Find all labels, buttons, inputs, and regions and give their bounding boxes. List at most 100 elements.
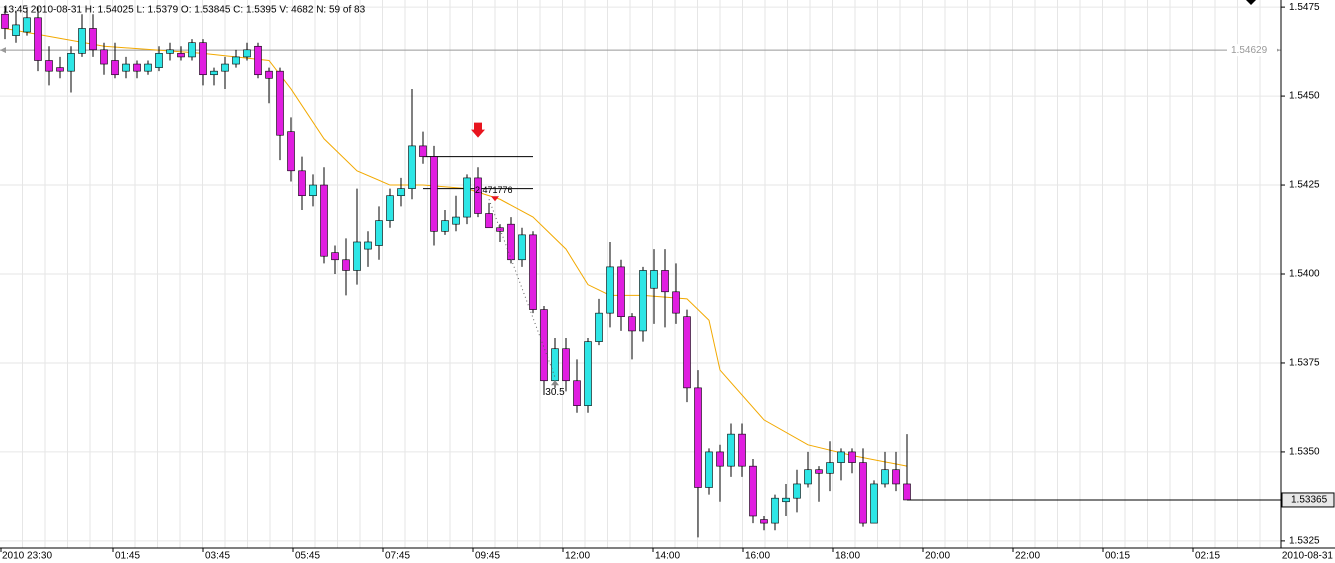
candle-body: [78, 28, 86, 54]
candle-body: [364, 241, 372, 250]
x-tick-label: 00:15: [1105, 551, 1130, 562]
x-tick-label: 02:15: [1195, 551, 1220, 562]
level-arrow: [0, 47, 6, 54]
candle-body: [606, 266, 614, 314]
candle-body: [639, 270, 647, 332]
candle-body: [573, 380, 581, 406]
candle-body: [837, 451, 845, 463]
candle-body: [111, 60, 119, 76]
candle-body: [309, 184, 317, 197]
candle-body: [771, 497, 779, 524]
x-tick-label: 12:00: [565, 551, 590, 562]
candle-body: [716, 451, 724, 467]
candle-body: [826, 462, 834, 474]
candle-body: [903, 483, 911, 501]
level-label-box: [1227, 44, 1277, 57]
candle-body: [199, 42, 207, 76]
candle-body: [265, 70, 273, 79]
y-tick-label: 1.5350: [1289, 447, 1320, 458]
x-tick-label: 16:00: [745, 551, 770, 562]
candle-body: [661, 270, 669, 293]
candle-body: [815, 469, 823, 474]
candle-body: [474, 177, 482, 214]
candle-body: [859, 462, 867, 524]
candle-body: [67, 53, 75, 72]
candle-body: [793, 483, 801, 499]
candle-body: [518, 234, 526, 261]
candle-body: [463, 177, 471, 218]
level-label: 1.54629: [1231, 45, 1268, 56]
candle-body: [89, 28, 97, 51]
y-tick-label: 1.5450: [1289, 91, 1320, 102]
candle-body: [485, 213, 493, 229]
candle-body: [232, 56, 240, 65]
x-tick-label: 07:45: [385, 551, 410, 562]
candle-body: [892, 469, 900, 485]
candle-body: [320, 184, 328, 257]
candle-body: [881, 469, 889, 485]
plot-area: 1.54629 30.5 2.471776: [0, 7, 1281, 538]
candle-body: [122, 63, 130, 72]
candle-body: [155, 53, 163, 68]
x-tick-label: 14:00: [655, 551, 680, 562]
x-tick-label: 09:45: [475, 551, 500, 562]
candle-body: [23, 17, 31, 33]
candle-body: [188, 42, 196, 58]
candle-body: [1, 13, 9, 29]
x-end-label: 2010-08-31: [1282, 551, 1334, 562]
candle-body: [529, 234, 537, 310]
candle-body: [177, 53, 185, 58]
y-tick-label: 1.5400: [1289, 269, 1320, 280]
candle-body: [628, 316, 636, 332]
candle-body: [584, 341, 592, 406]
candle-body: [287, 131, 295, 172]
candle-body: [727, 433, 735, 467]
candle-body: [672, 291, 680, 314]
x-tick-label: 18:00: [835, 551, 860, 562]
last-price-label: 1.53365: [1291, 495, 1328, 506]
candle-body: [331, 252, 339, 261]
y-tick-label: 1.5325: [1289, 536, 1320, 547]
candle-body: [342, 259, 350, 271]
candle-body: [210, 70, 218, 76]
candle-body: [397, 188, 405, 197]
candle-body: [144, 63, 152, 72]
candle-body: [254, 45, 262, 76]
candle-body: [221, 63, 229, 72]
x-tick-label: 20:00: [925, 551, 950, 562]
candle-body: [848, 451, 856, 463]
last-price-box: [1281, 492, 1335, 508]
y-tick-label: 1.5475: [1289, 2, 1320, 13]
y-tick-label: 1.5425: [1289, 180, 1320, 191]
candle-body: [298, 170, 306, 197]
candle-body: [56, 67, 64, 72]
candle-body: [738, 433, 746, 467]
candle-body: [782, 497, 790, 503]
candle-body: [386, 195, 394, 221]
candle-body: [694, 387, 702, 488]
candle-body: [595, 312, 603, 342]
swing-label: 30.5: [545, 387, 565, 398]
candle-body: [133, 63, 141, 72]
candle-body: [243, 49, 251, 58]
candle-body: [870, 483, 878, 524]
signal-arrow: [471, 122, 485, 138]
candle-body: [540, 309, 548, 382]
candle-body: [166, 49, 174, 54]
trade-label: 2.471776: [475, 185, 513, 195]
candle-body: [507, 223, 515, 261]
header: 13:45 2010-08-31 H: 1.54025 L: 1.5379 O:…: [3, 5, 366, 16]
candle-body: [650, 270, 658, 289]
candle-body: [375, 220, 383, 246]
x-tick-label: 05:45: [295, 551, 320, 562]
x-tick-label: 2010 23:30: [2, 551, 52, 562]
candle-body: [430, 156, 438, 232]
x-tick-label: 22:00: [1015, 551, 1040, 562]
grid: [0, 0, 1281, 548]
candle-body: [12, 24, 20, 36]
candle-body: [705, 451, 713, 488]
candle-body: [353, 241, 361, 271]
candle-body: [408, 145, 416, 189]
x-tick-label: 03:45: [205, 551, 230, 562]
